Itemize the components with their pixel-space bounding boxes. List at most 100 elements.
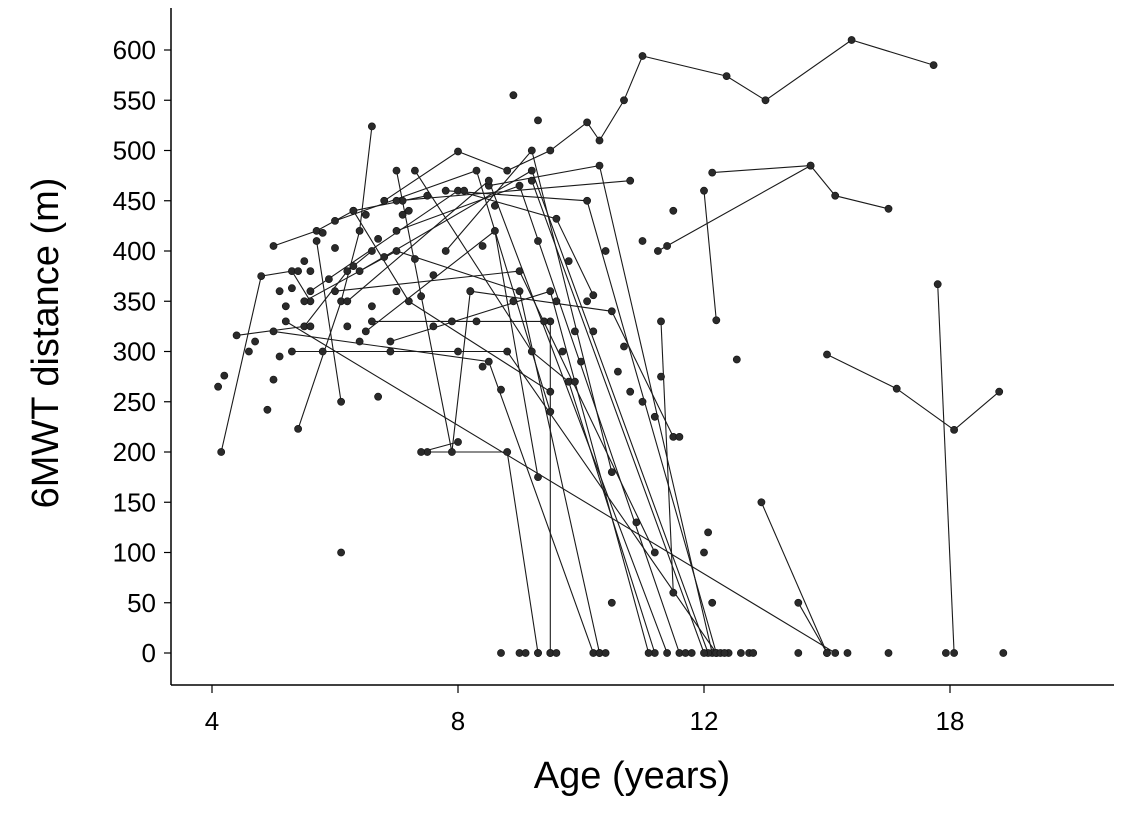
data-point [638, 237, 647, 245]
trajectory-point [484, 357, 493, 366]
data-point [687, 649, 696, 657]
trajectory-point [823, 649, 831, 657]
trajectory-point [232, 331, 241, 340]
trajectory-line-31 [396, 180, 631, 202]
data-point [429, 271, 438, 279]
trajectory-point [503, 166, 512, 175]
trajectory-point [534, 473, 542, 481]
data-point [269, 375, 278, 384]
data-point [601, 649, 610, 657]
data-point [720, 649, 729, 657]
data-point [534, 649, 542, 657]
trajectory-point [552, 214, 561, 223]
trajectory-line-1 [220, 270, 311, 453]
data-point [704, 528, 712, 537]
trajectory-point [657, 317, 665, 326]
data-point [509, 91, 518, 100]
data-point [534, 237, 542, 245]
data-point [337, 548, 345, 557]
data-point [632, 518, 641, 527]
trajectory-point [312, 237, 321, 245]
data-point [999, 649, 1008, 657]
data-point [521, 649, 530, 657]
trajectory-point [620, 96, 628, 105]
trajectory-point [806, 161, 815, 170]
trajectory-point [595, 161, 604, 170]
trajectory-point [367, 317, 376, 326]
trajectory-point [546, 407, 555, 416]
trajectory-point [933, 280, 942, 289]
data-point [244, 347, 253, 356]
trajectory-point [349, 206, 358, 215]
trajectory-point [361, 327, 370, 336]
data-point [497, 649, 505, 657]
data-point [534, 116, 542, 125]
y-axis-title: 6MWT distance (m) [25, 178, 67, 509]
trajectory-point [626, 176, 635, 185]
trajectory-point [950, 649, 958, 657]
trajectory-point [995, 387, 1004, 396]
data-point [275, 352, 284, 361]
data-point [454, 347, 462, 356]
trajectory-point [331, 287, 339, 296]
data-point [509, 297, 518, 306]
trajectory-point [503, 347, 512, 356]
data-point [675, 432, 684, 441]
trajectory-point [466, 287, 475, 296]
trajectory-point [331, 216, 339, 225]
data-point [300, 257, 309, 265]
trajectory-point [644, 649, 653, 657]
trajectory-line-25 [273, 330, 594, 654]
trajectory-point [441, 186, 450, 195]
data-point [700, 548, 708, 557]
data-point [355, 337, 364, 346]
trajectory-point [392, 247, 401, 255]
y-tick-label: 200 [113, 437, 156, 467]
data-point [732, 355, 741, 364]
trajectory-point [217, 448, 226, 456]
data-point [220, 371, 229, 380]
trajectory-point [404, 297, 413, 306]
trajectory-point [392, 226, 401, 235]
trajectory-point [929, 61, 938, 69]
trajectory-point [663, 649, 671, 657]
trajectory-point [595, 136, 604, 145]
y-tick-label: 400 [113, 236, 156, 266]
data-point [447, 317, 456, 326]
trajectory-point [831, 191, 840, 200]
x-ticks: 4 8 12 18 [205, 685, 965, 736]
data-point [589, 327, 598, 336]
trajectory-point [454, 147, 462, 156]
trajectory-point [355, 267, 364, 275]
trajectory-line-17 [304, 250, 601, 654]
data-point [497, 385, 505, 394]
trajectory-point [546, 146, 555, 155]
data-point [374, 392, 382, 401]
data-point [794, 649, 803, 657]
trajectory-line-22 [334, 270, 656, 553]
data-point [417, 292, 425, 301]
y-tick-label: 150 [113, 487, 156, 517]
trajectory-point [527, 176, 536, 185]
data-point [263, 405, 272, 414]
trajectory-point [654, 247, 662, 255]
trajectory-point [546, 287, 555, 296]
axes [170, 8, 1114, 686]
data-point [558, 347, 567, 356]
trajectory-line-9 [712, 165, 811, 174]
trajectory-point [300, 297, 309, 306]
data-point [318, 347, 327, 356]
data-point [620, 342, 628, 351]
trajectory-point [484, 176, 493, 185]
trajectory-point [638, 52, 647, 60]
data-point [657, 372, 665, 381]
data-point [251, 337, 259, 346]
data-point [626, 387, 635, 396]
x-tick-label: 18 [936, 706, 965, 736]
trajectory-line-26 [427, 451, 539, 654]
trajectory-line-19 [396, 184, 680, 654]
trajectory-point [527, 146, 536, 155]
data-point [884, 649, 893, 657]
trajectory-line-8 [937, 284, 955, 654]
